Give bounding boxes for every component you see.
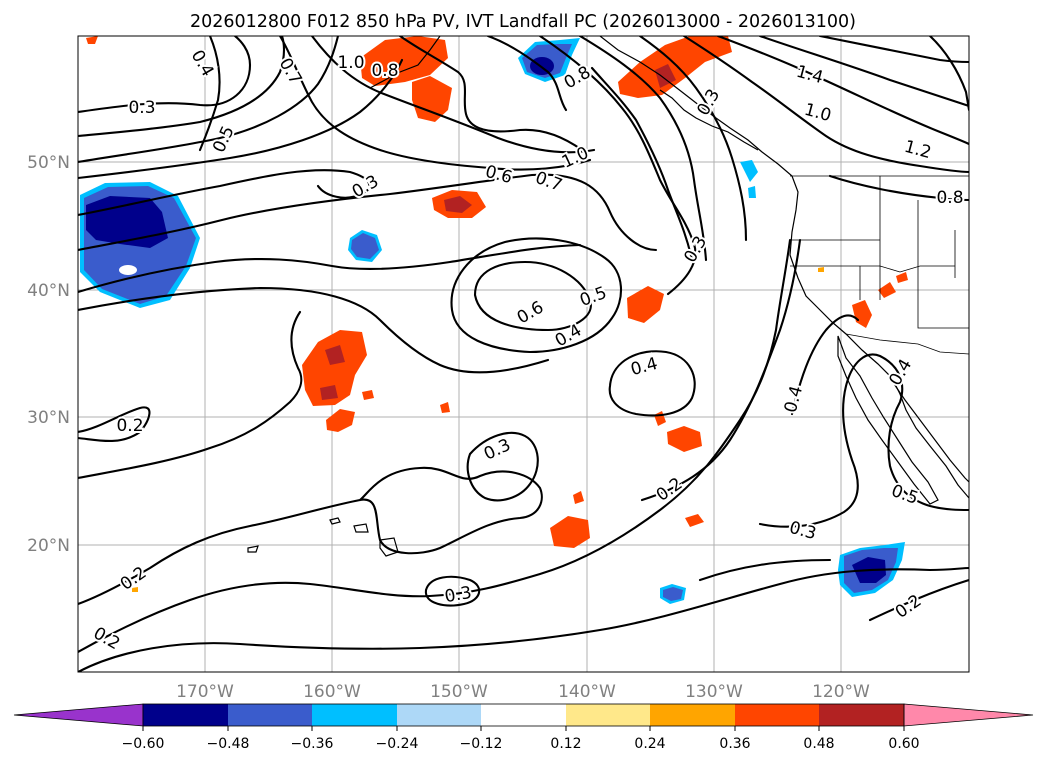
- map-frame: [77, 35, 970, 673]
- contour-label: 0.4: [187, 47, 218, 80]
- contour-label: 0.5: [889, 481, 921, 509]
- contour-label: 0.2: [892, 591, 926, 623]
- colorbar-tick-label: 0.60: [888, 736, 919, 752]
- contour-label: 0.5: [209, 123, 239, 156]
- border-states: [790, 176, 969, 329]
- neg-blob-coast: [740, 160, 758, 182]
- contour-label: 0.3: [128, 98, 155, 118]
- contour-label: 0.4: [552, 320, 585, 351]
- coastline-mainland-mexico: [889, 377, 969, 483]
- coastline-baja: [837, 335, 939, 505]
- contour-label: 0.4: [781, 384, 807, 415]
- pos-blob-13: [878, 282, 896, 298]
- pos-blob-11: [685, 514, 704, 527]
- colorbar-segment: [397, 704, 481, 726]
- contour-label: 1.2: [902, 137, 933, 163]
- colorbar-segment: [819, 704, 904, 726]
- colorbar-tick-label: 0.24: [634, 736, 665, 752]
- contour-label: 1.0: [337, 53, 364, 73]
- pos-blob-6: [627, 286, 664, 323]
- colorbar-tick-label: −0.24: [376, 736, 419, 752]
- lon-label: 140°W: [558, 682, 616, 702]
- positive-pv-blobs: [86, 36, 908, 592]
- colorbar-tick-label: −0.36: [291, 736, 334, 752]
- pos-blob-12: [852, 300, 872, 328]
- contour-label: 0.3: [787, 518, 818, 544]
- coastline-north-america: [599, 36, 969, 499]
- negative-pv-blobs: [80, 38, 905, 604]
- contour-label: 0.2: [117, 563, 151, 595]
- colorbar-segment: [312, 704, 397, 726]
- contour-label: 0.8: [371, 61, 398, 81]
- colorbar-extend-low: [13, 703, 144, 727]
- contour-label: 0.4: [885, 356, 916, 389]
- lon-label: 170°W: [176, 682, 234, 702]
- contour-label: 0.2: [653, 474, 687, 506]
- hawaii-islands: [247, 517, 399, 557]
- lat-label: 30°N: [27, 408, 70, 428]
- contour-label: 0.7: [533, 168, 565, 196]
- pos-blob-10: [550, 516, 590, 548]
- contour-label: 0.3: [443, 583, 473, 607]
- pv-contours: [78, 36, 969, 672]
- colorbar-tick-label: −0.12: [460, 736, 503, 752]
- pos-blob-3: [326, 409, 355, 432]
- colorbar-frame: [142, 703, 905, 727]
- lat-label: 20°N: [27, 536, 70, 556]
- lon-axis: 170°W 160°W 150°W 140°W 130°W 120°W: [176, 682, 870, 702]
- lon-label: 130°W: [685, 682, 743, 702]
- coastlines: [247, 36, 969, 557]
- colorbar-tick-label: 0.12: [550, 736, 581, 752]
- pos-blob-4: [362, 390, 374, 400]
- colorbar-tick-label: 0.48: [803, 736, 834, 752]
- contour-labels: 0.3 0.4 0.5 0.7 1.0 0.8 0.8 1.4 1.0 1.2 …: [88, 45, 966, 656]
- colorbar-segment: [566, 704, 650, 726]
- contour-label: 1.4: [794, 62, 825, 88]
- colorbar-tick-label: −0.60: [122, 736, 165, 752]
- contour-label: 0.6: [483, 162, 514, 188]
- contour-label: 0.8: [936, 188, 963, 208]
- pos-blob-north-1: [360, 36, 448, 86]
- colorbar-extend-high: [903, 703, 1034, 727]
- contour-label: 0.2: [116, 416, 143, 436]
- pos-blob-2: [302, 330, 367, 406]
- pos-blob-7: [654, 411, 666, 426]
- pos-blob-north-3: [618, 36, 732, 98]
- colorbar-segment: [143, 704, 228, 726]
- lon-label: 150°W: [430, 682, 488, 702]
- contour-label: 0.6: [514, 297, 547, 328]
- contour-label: 0.2: [90, 623, 123, 654]
- pos-blob-9: [573, 491, 584, 504]
- colorbar-tick-label: −0.48: [207, 736, 250, 752]
- lon-label: 160°W: [303, 682, 361, 702]
- gridlines: [78, 36, 969, 672]
- figure-title: 2026012800 F012 850 hPa PV, IVT Landfall…: [190, 12, 856, 32]
- border-us-mexico: [845, 333, 969, 355]
- lat-label: 50°N: [27, 153, 70, 173]
- pos-blob-north-2: [412, 76, 452, 122]
- colorbar-segment: [481, 704, 566, 726]
- contour-label: 0.7: [275, 55, 306, 88]
- colorbar-segment: [228, 704, 312, 726]
- colorbar-tick-label: 0.36: [719, 736, 750, 752]
- lat-label: 40°N: [27, 281, 70, 301]
- colorbar-segment: [735, 704, 819, 726]
- pos-blob-5: [440, 402, 450, 413]
- coastline-alaska: [369, 36, 441, 89]
- lat-axis: 50°N 40°N 30°N 20°N: [27, 153, 70, 556]
- colorbar-segment: [650, 704, 735, 726]
- colorbar: −0.60 −0.48 −0.36 −0.24 −0.12 0.12 0.24 …: [13, 703, 1034, 752]
- lon-label: 120°W: [812, 682, 870, 702]
- contour-label: 0.4: [629, 354, 660, 380]
- coastline-bc-islands: [659, 89, 759, 151]
- pos-blob-8: [667, 426, 702, 452]
